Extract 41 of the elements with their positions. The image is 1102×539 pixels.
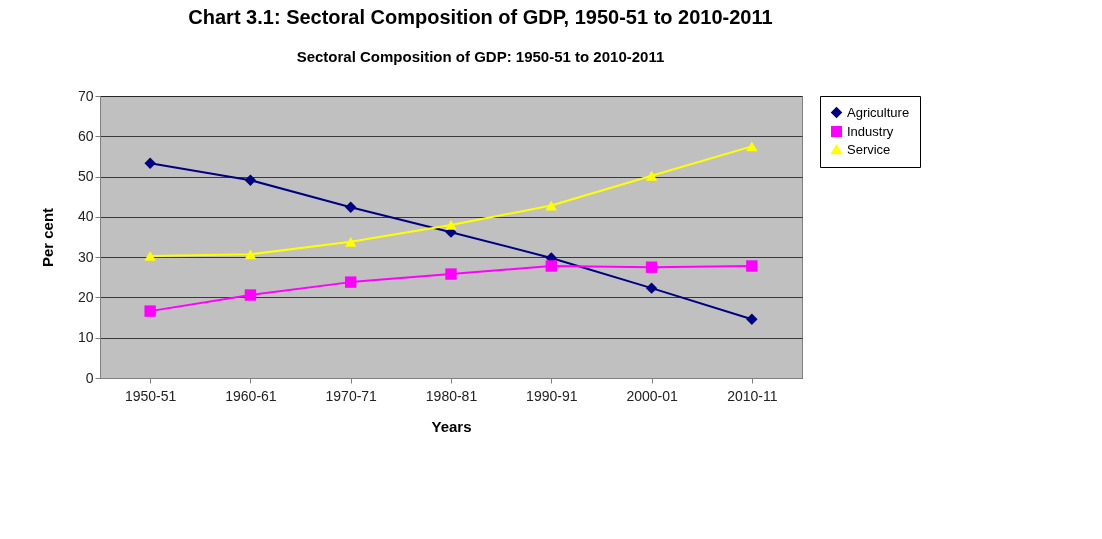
y-tick-label: 50	[77, 168, 94, 185]
point	[345, 276, 357, 288]
point	[144, 157, 156, 169]
point	[244, 174, 257, 186]
point	[746, 313, 758, 325]
point	[545, 200, 557, 211]
point	[645, 282, 658, 294]
chart-subtitle: Sectoral Composition of GDP: 1950-51 to 2010-2011	[296, 48, 665, 65]
point	[645, 170, 658, 181]
point	[746, 260, 758, 272]
y-axis-title: Per cent	[38, 207, 56, 268]
point	[545, 260, 557, 272]
point	[445, 219, 457, 230]
point	[144, 251, 156, 261]
x-tick-label: 1980-81	[425, 387, 478, 404]
point	[244, 289, 257, 301]
point	[445, 268, 457, 280]
x-tick-label: 1960-61	[225, 387, 277, 404]
y-tick-label: 20	[77, 288, 94, 305]
y-tick-label: 70	[77, 87, 94, 104]
y-tick-label: 30	[77, 248, 94, 265]
point	[244, 249, 257, 260]
x-tick-label: 1950-51	[124, 387, 177, 404]
y-tick-label: 10	[77, 329, 94, 346]
chart-title: Chart 3.1: Sectoral Composition of GDP, 1950-51 to 2010-2011	[188, 6, 773, 28]
x-tick-label: 1990-91	[526, 387, 578, 404]
point	[345, 236, 357, 247]
point	[645, 261, 658, 273]
x-tick-label: 1970-71	[325, 387, 378, 404]
y-tick-label: 60	[77, 127, 94, 144]
x-axis-title: Years	[431, 417, 472, 435]
point	[746, 141, 758, 152]
x-tick-label: 2000-01	[626, 387, 678, 404]
legend-label: Agriculture	[847, 104, 910, 120]
y-tick-label: 40	[77, 208, 94, 225]
point	[144, 305, 156, 317]
point	[345, 201, 357, 213]
legend-label: Industry	[847, 123, 894, 139]
y-tick-label: 0	[85, 369, 94, 386]
legend-label: Service	[847, 141, 891, 157]
x-tick-label: 2010-11	[727, 387, 778, 404]
